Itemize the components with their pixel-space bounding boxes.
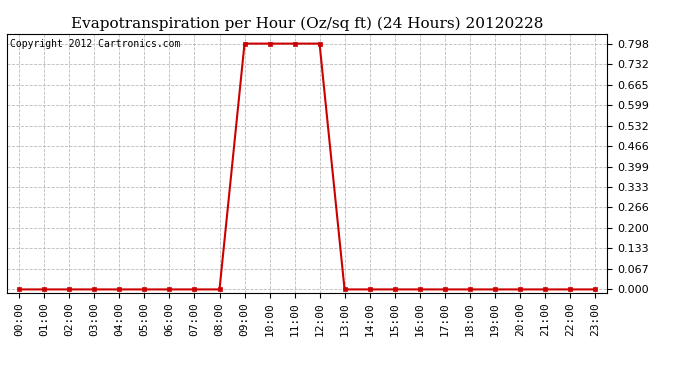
Title: Evapotranspiration per Hour (Oz/sq ft) (24 Hours) 20120228: Evapotranspiration per Hour (Oz/sq ft) (… <box>71 17 543 31</box>
Text: Copyright 2012 Cartronics.com: Copyright 2012 Cartronics.com <box>10 39 180 49</box>
